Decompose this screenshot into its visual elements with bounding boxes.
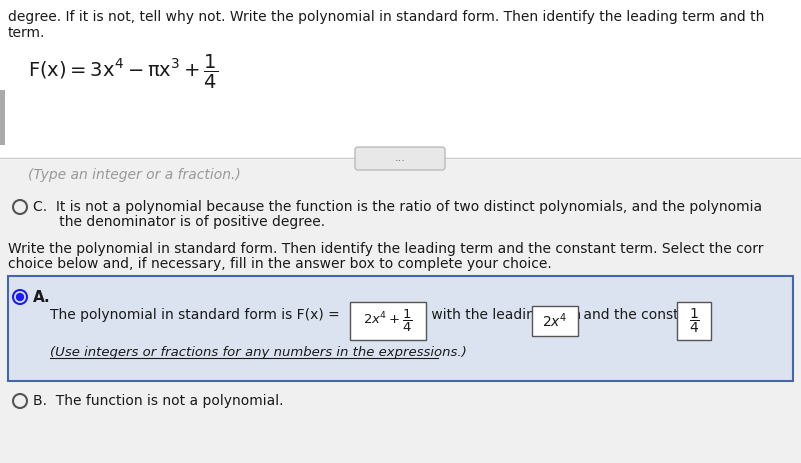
Text: with the leading term: with the leading term	[427, 308, 586, 322]
Text: C.  It is not a polynomial because the function is the ratio of two distinct pol: C. It is not a polynomial because the fu…	[33, 200, 762, 214]
FancyBboxPatch shape	[0, 90, 5, 145]
Text: ...: ...	[395, 153, 405, 163]
Text: $2x^4$: $2x^4$	[542, 312, 568, 330]
Text: The polynomial in standard form is F(x) =: The polynomial in standard form is F(x) …	[50, 308, 344, 322]
Text: Write the polynomial in standard form. Then identify the leading term and the co: Write the polynomial in standard form. T…	[8, 242, 763, 256]
Circle shape	[17, 294, 23, 300]
Text: and the constant: and the constant	[579, 308, 706, 322]
Text: choice below and, if necessary, fill in the answer box to complete your choice.: choice below and, if necessary, fill in …	[8, 257, 552, 271]
Text: the denominator is of positive degree.: the denominator is of positive degree.	[33, 215, 325, 229]
Text: $\mathrm{F(x)=3x^4-\pi x^3+\dfrac{1}{4}}$: $\mathrm{F(x)=3x^4-\pi x^3+\dfrac{1}{4}}…	[28, 53, 218, 91]
FancyBboxPatch shape	[0, 0, 801, 160]
FancyBboxPatch shape	[355, 147, 445, 170]
Text: A.: A.	[33, 290, 50, 305]
Text: (Use integers or fractions for any numbers in the expressions.): (Use integers or fractions for any numbe…	[50, 346, 467, 359]
FancyBboxPatch shape	[8, 276, 793, 381]
Text: degree. If it is not, tell why not. Write the polynomial in standard form. Then : degree. If it is not, tell why not. Writ…	[8, 10, 764, 24]
Text: $\dfrac{1}{4}$: $\dfrac{1}{4}$	[689, 307, 699, 335]
Text: B.  The function is not a polynomial.: B. The function is not a polynomial.	[33, 394, 284, 408]
FancyBboxPatch shape	[677, 302, 711, 340]
FancyBboxPatch shape	[532, 306, 578, 336]
Text: term.: term.	[8, 26, 46, 40]
FancyBboxPatch shape	[350, 302, 426, 340]
Text: $2x^4+\dfrac{1}{4}$: $2x^4+\dfrac{1}{4}$	[363, 308, 413, 334]
Text: (Type an integer or a fraction.): (Type an integer or a fraction.)	[28, 168, 241, 182]
